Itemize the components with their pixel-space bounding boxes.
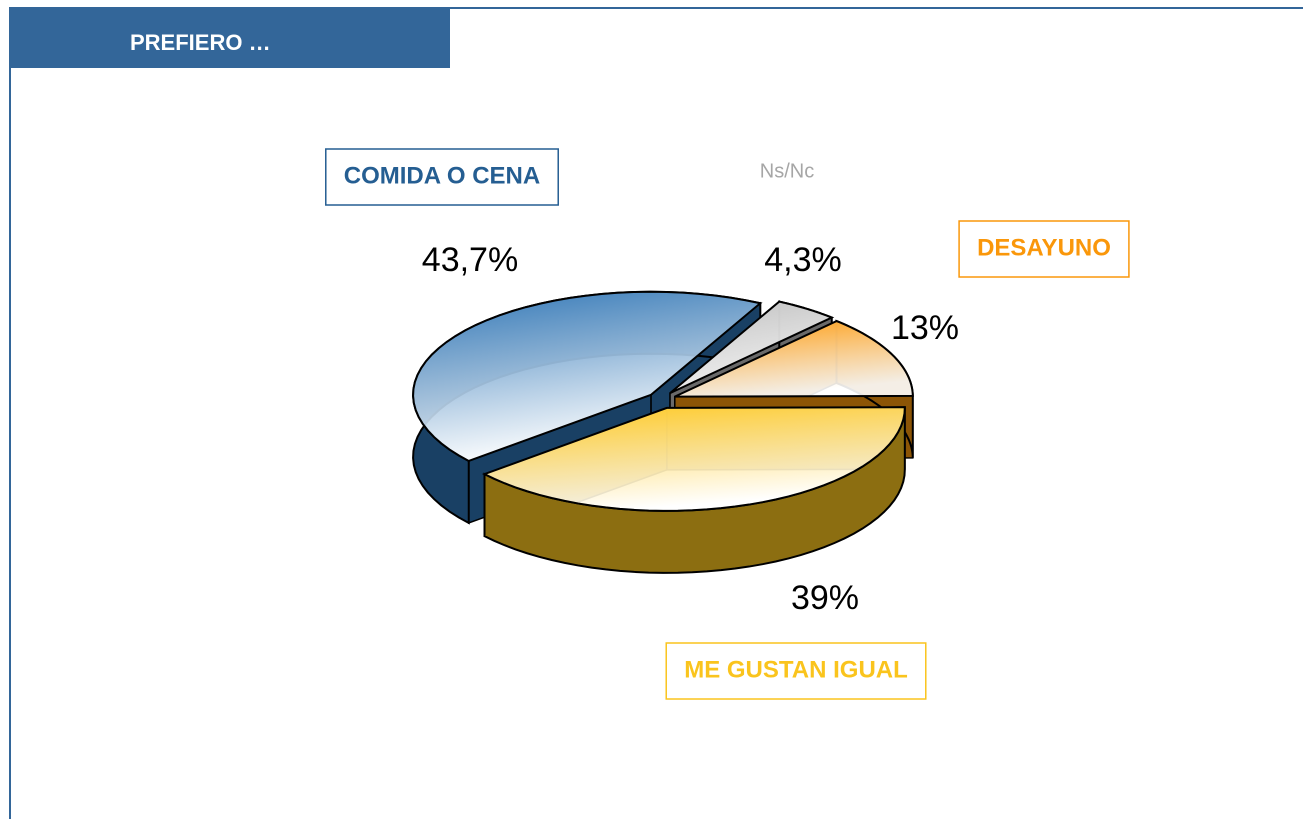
slice — [412, 290, 763, 463]
category-label: DESAYUNO — [977, 234, 1111, 261]
value-label: 4,3% — [764, 241, 842, 279]
label-box — [325, 148, 559, 206]
chart-title: PREFIERO … — [130, 30, 271, 55]
slice — [674, 319, 914, 398]
value-label: 43,7% — [422, 241, 518, 279]
slice — [481, 406, 906, 512]
value-label: 13% — [891, 309, 959, 347]
category-label: ME GUSTAN IGUAL — [684, 656, 908, 683]
category-label: Ns/Nc — [760, 160, 814, 182]
value-label: 39% — [791, 579, 859, 617]
label-box — [665, 642, 927, 700]
category-label: COMIDA O CENA — [344, 162, 540, 189]
header-bar — [10, 8, 450, 68]
frame — [9, 7, 1303, 819]
slice — [669, 300, 835, 395]
label-box — [958, 220, 1130, 278]
